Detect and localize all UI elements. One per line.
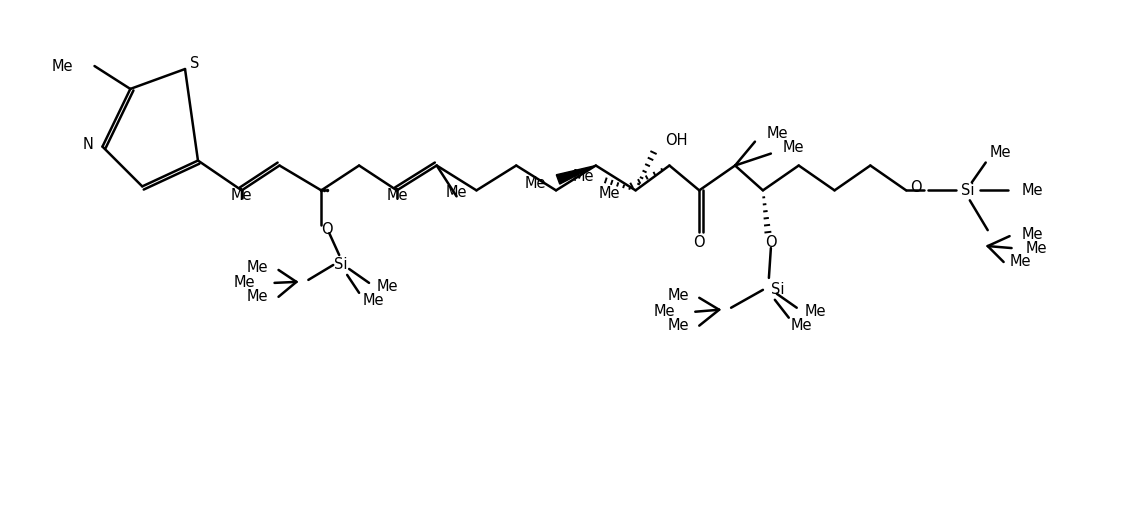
Text: Me: Me [1022,227,1043,242]
Text: Si: Si [335,257,348,272]
Text: Me: Me [230,188,253,203]
Text: Si: Si [961,183,975,198]
Text: Me: Me [446,185,468,200]
Text: Me: Me [782,140,805,155]
Text: Me: Me [51,59,73,73]
Text: OH: OH [665,133,688,148]
Text: O: O [765,235,777,250]
Text: Me: Me [990,145,1012,160]
Text: Me: Me [598,186,619,201]
Text: Me: Me [247,289,269,304]
Polygon shape [556,165,596,184]
Text: N: N [83,137,94,152]
Text: O: O [694,235,705,250]
Text: O: O [910,180,922,195]
Text: Me: Me [668,288,689,303]
Text: Me: Me [767,126,788,141]
Text: Me: Me [654,304,676,319]
Text: Me: Me [363,293,384,308]
Text: Me: Me [525,176,546,191]
Text: Me: Me [668,318,689,333]
Text: Me: Me [233,276,255,290]
Text: Si: Si [771,282,785,297]
Text: Me: Me [805,304,826,319]
Text: Me: Me [247,261,269,276]
Text: Me: Me [791,318,813,333]
Text: S: S [190,56,200,71]
Text: Me: Me [1009,254,1031,269]
Text: Me: Me [572,169,593,184]
Text: O: O [321,222,333,237]
Text: Me: Me [1022,183,1043,198]
Text: Me: Me [387,188,408,203]
Text: Me: Me [1025,241,1048,255]
Text: Me: Me [377,279,399,294]
